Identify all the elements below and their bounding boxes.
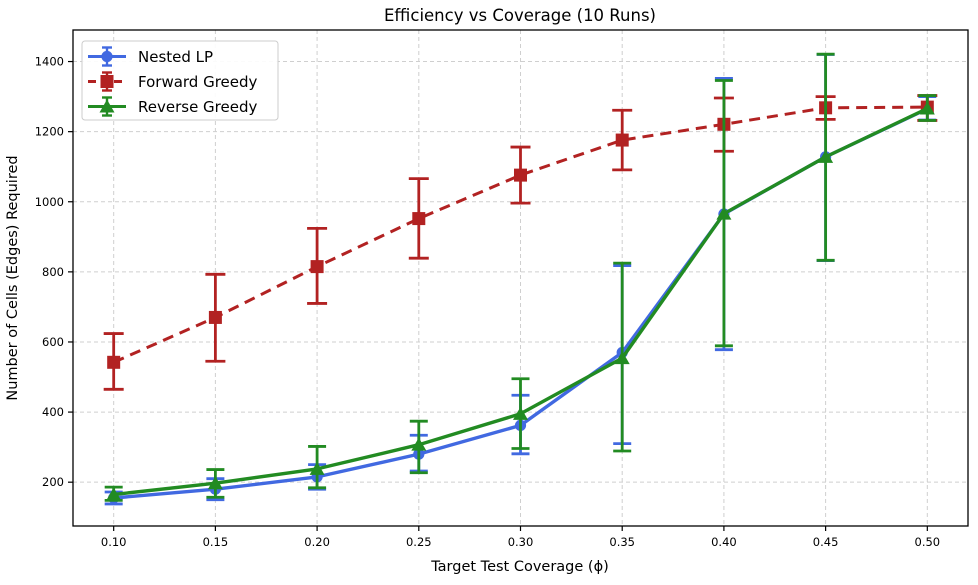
circle-marker-icon (101, 50, 113, 63)
square-marker-icon (208, 310, 222, 324)
triangle-marker-icon (309, 461, 325, 475)
legend-label: Nested LP (138, 48, 213, 66)
triangle-marker-icon (513, 406, 528, 420)
triangle-marker-icon (106, 487, 122, 501)
axes: 0.10 0.15 0.20 0.25 0.30 0.35 0.40 0.45 0.50 200 4… (35, 29, 969, 549)
triangle-marker-icon (411, 437, 427, 451)
legend-item-reverse-greedy: Reverse Greedy (88, 96, 258, 117)
square-marker-icon (514, 168, 527, 182)
x-axis-label: Target Test Coverage (ϕ) (430, 559, 609, 575)
legend-box (81, 40, 279, 121)
triangle-marker-icon (716, 206, 732, 220)
y-tick-label: 1400 (35, 55, 64, 69)
x-tick-label: 0.35 (609, 535, 635, 549)
x-tick-label: 0.10 (101, 535, 127, 549)
x-tick-label: 0.50 (915, 535, 941, 549)
legend-item-nested-lp: Nested LP (88, 46, 213, 67)
x-tick-label: 0.15 (203, 535, 229, 549)
legend-marker-nested-lp-icon (101, 50, 113, 63)
x-tick-label: 0.20 (304, 535, 330, 549)
y-axis-label: Number of Cells (Edges) Required (5, 155, 21, 400)
square-marker-icon (107, 355, 121, 369)
y-tick-label: 800 (42, 265, 64, 279)
triangle-marker-icon (99, 99, 115, 113)
triangle-marker-icon (919, 101, 935, 115)
legend-marker-forward-greedy-icon (100, 75, 114, 88)
legend-label: Reverse Greedy (138, 98, 258, 116)
chart-title: Efficiency vs Coverage (10 Runs) (384, 6, 656, 25)
y-tick-label: 200 (42, 475, 64, 489)
series-reverse-greedy (104, 52, 937, 502)
series-layer (103, 52, 938, 506)
legend: Nested LP Forward Greedy Reverse Greedy (81, 40, 279, 121)
y-tick-label: 600 (42, 335, 64, 349)
x-tick-label: 0.40 (711, 535, 737, 549)
legend-marker-reverse-greedy-icon (99, 99, 115, 113)
y-tick-label: 1000 (35, 195, 64, 209)
x-tick-label: 0.25 (406, 535, 432, 549)
legend-item-forward-greedy: Forward Greedy (88, 71, 258, 92)
triangle-marker-icon (614, 351, 630, 365)
y-tick-label: 400 (42, 405, 64, 419)
triangle-marker-icon (818, 149, 834, 163)
legend-label: Forward Greedy (138, 73, 258, 91)
square-marker-icon (100, 75, 114, 88)
square-marker-icon (615, 133, 629, 147)
x-tick-label: 0.45 (813, 535, 839, 549)
square-marker-icon (412, 212, 426, 226)
square-marker-icon (310, 260, 324, 274)
series-line (113, 105, 928, 364)
x-tick-label: 0.30 (508, 535, 534, 549)
y-tick-label: 1200 (35, 125, 64, 139)
triangle-marker-icon (207, 476, 223, 490)
